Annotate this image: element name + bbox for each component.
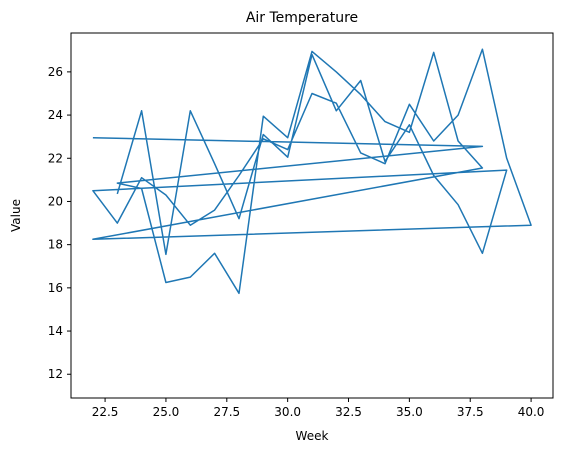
x-tick-label: 25.0	[153, 405, 180, 419]
y-tick-label: 26	[48, 65, 63, 79]
x-tick-label: 40.0	[518, 405, 545, 419]
x-axis-ticks: 22.5 25.0 27.5 30.0 32.5 35.0 37.5 40.0	[92, 398, 545, 419]
x-tick-label: 32.5	[335, 405, 362, 419]
chart-title: Air Temperature	[246, 10, 358, 26]
y-tick-label: 18	[48, 238, 63, 252]
x-tick-label: 27.5	[213, 405, 240, 419]
x-tick-label: 22.5	[92, 405, 119, 419]
y-tick-label: 14	[48, 324, 63, 338]
series-layer	[92, 48, 532, 295]
y-axis-label: Value	[9, 199, 23, 232]
x-axis-label: Week	[296, 429, 329, 443]
series-line	[92, 48, 532, 295]
y-tick-label: 24	[48, 108, 63, 122]
x-tick-label: 37.5	[457, 405, 484, 419]
y-tick-label: 12	[48, 367, 63, 381]
plot-frame	[70, 32, 554, 399]
x-tick-label: 30.0	[274, 405, 301, 419]
y-tick-label: 20	[48, 194, 63, 208]
x-tick-label: 35.0	[396, 405, 423, 419]
y-tick-label: 16	[48, 281, 63, 295]
y-axis-ticks: 12 14 16 18 20 22 24 26	[48, 65, 71, 381]
y-tick-label: 22	[48, 151, 63, 165]
